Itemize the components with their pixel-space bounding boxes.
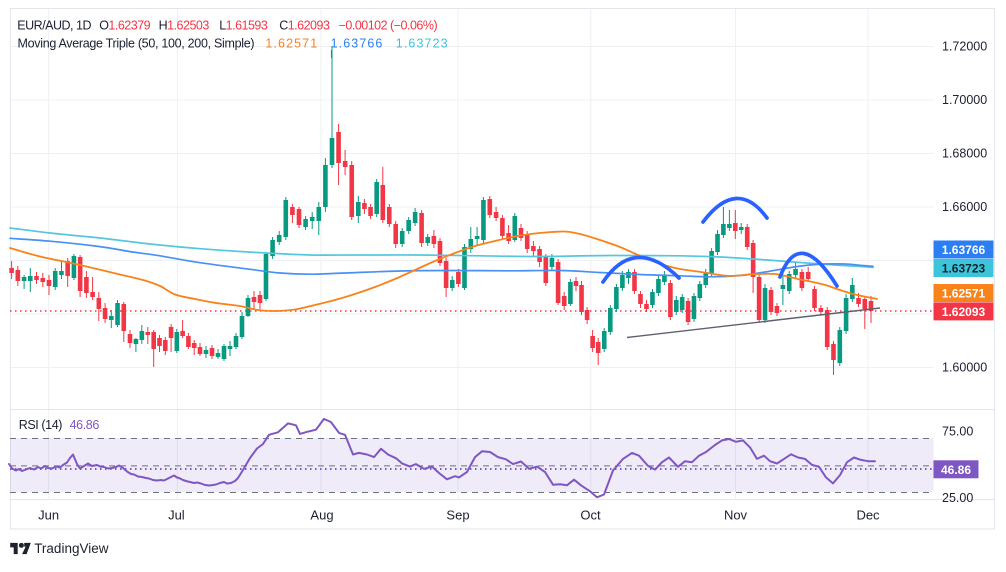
svg-text:1.72000: 1.72000 — [942, 40, 987, 54]
svg-text:1.63723: 1.63723 — [942, 262, 986, 276]
svg-text:1.63766: 1.63766 — [942, 243, 986, 257]
svg-text:Aug: Aug — [310, 508, 333, 523]
svg-text:Oct: Oct — [580, 508, 601, 523]
svg-text:25.00: 25.00 — [942, 491, 973, 505]
svg-text:46.86: 46.86 — [941, 463, 971, 477]
svg-text:TradingView: TradingView — [34, 541, 109, 556]
svg-text:Jul: Jul — [168, 508, 185, 523]
svg-text:Sep: Sep — [446, 508, 469, 523]
svg-text:1.62571: 1.62571 — [942, 287, 986, 301]
svg-text:Moving Average Triple (50, 100: Moving Average Triple (50, 100, 200, Sim… — [18, 37, 449, 51]
svg-text:1.62093: 1.62093 — [942, 305, 986, 319]
svg-text:RSI (14)46.86: RSI (14) 46.86 — [19, 418, 100, 432]
svg-text:Nov: Nov — [724, 508, 748, 523]
svg-text:75.00: 75.00 — [942, 425, 973, 439]
svg-text:1.66000: 1.66000 — [942, 200, 987, 214]
svg-text:1.68000: 1.68000 — [942, 147, 987, 161]
svg-text:Dec: Dec — [856, 508, 880, 523]
svg-text:1.70000: 1.70000 — [942, 93, 987, 107]
svg-text:Jun: Jun — [38, 508, 59, 523]
svg-text:1.60000: 1.60000 — [942, 361, 987, 375]
